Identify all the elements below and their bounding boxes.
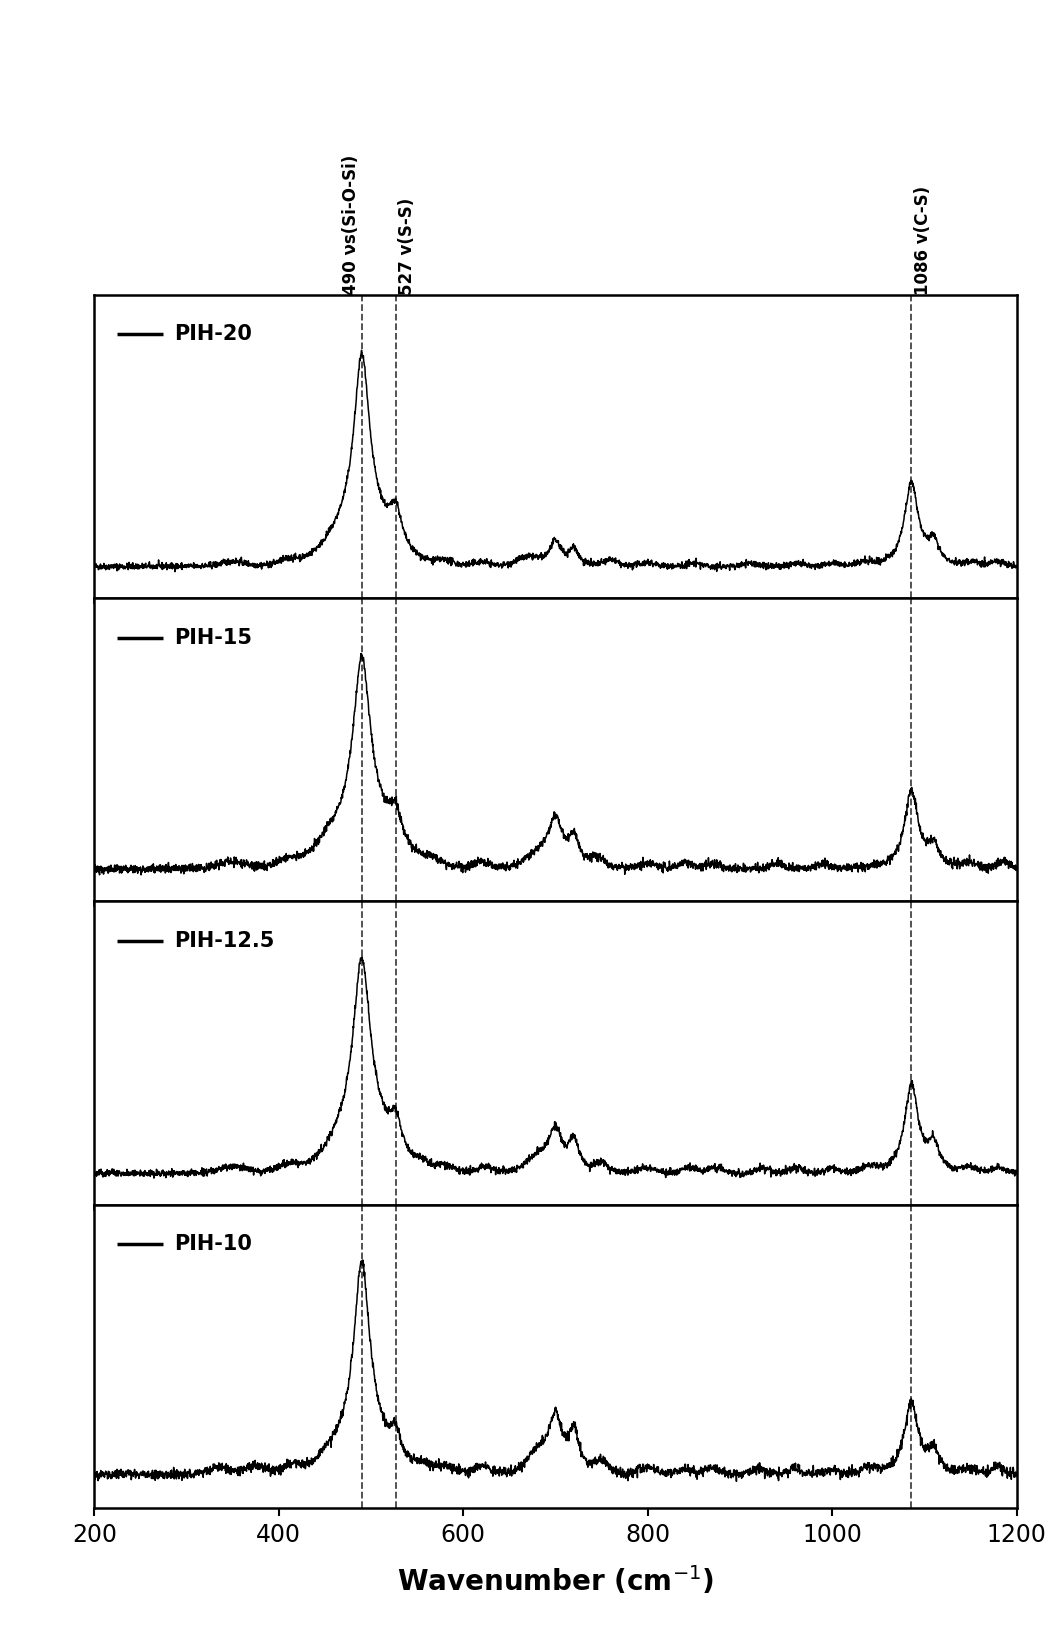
Text: 527 v(S-S): 527 v(S-S) [398,198,416,295]
X-axis label: Wavenumber (cm$^{-1}$): Wavenumber (cm$^{-1}$) [397,1564,714,1596]
Text: PIH-10: PIH-10 [175,1234,253,1254]
Text: PIH-20: PIH-20 [175,325,253,344]
Text: PIH-12.5: PIH-12.5 [175,931,275,951]
Text: 1086 v(C-S): 1086 v(C-S) [914,185,932,295]
Text: PIH-15: PIH-15 [175,628,253,647]
Text: 490 νs(Si-O-Si): 490 νs(Si-O-Si) [342,154,359,295]
